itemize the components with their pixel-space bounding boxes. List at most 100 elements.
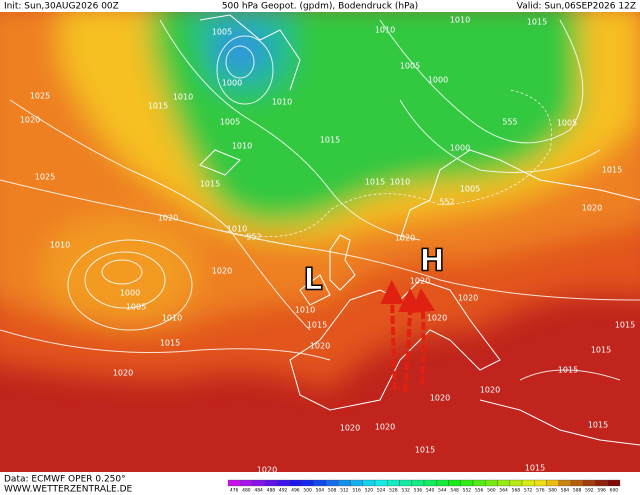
isobar-label: 1025: [35, 173, 55, 182]
colorbar-label: 508: [328, 488, 337, 494]
isobar-label: 1020: [480, 386, 500, 395]
colorbar-swatch: [521, 479, 535, 487]
colorbar-swatch: [583, 479, 596, 487]
isobar-label: 552: [439, 198, 454, 207]
colorbar-label: 516: [352, 488, 361, 494]
colorbar-label: 476: [230, 488, 239, 494]
colorbar-label: 544: [438, 488, 447, 494]
isobar-label: 1020: [113, 369, 133, 378]
isobar-label: 1015: [200, 180, 220, 189]
isobar-label: 1015: [588, 421, 608, 430]
isobar-label: 1005: [460, 185, 480, 194]
pressure-center: L: [303, 263, 322, 298]
isobar-label: 1020: [375, 423, 395, 432]
colorbar-swatch: [509, 479, 523, 487]
colorbar-swatch: [546, 479, 559, 487]
colorbar-label: 584: [561, 488, 570, 494]
isobar-label: 1010: [390, 178, 410, 187]
colorbar-label: 568: [512, 488, 521, 494]
colorbar-swatch: [607, 479, 621, 487]
isobar-label: 1020: [430, 394, 450, 403]
isobar-label: 1010: [450, 16, 470, 25]
colorbar-label: 560: [487, 488, 496, 494]
valid-text: Valid: Sun,06SEP2026 12Z: [517, 2, 636, 12]
isobar-label: 1020: [410, 277, 430, 286]
colorbar-label: 532: [401, 488, 410, 494]
isobar-label: 1005: [126, 303, 146, 312]
data-source: Data: ECMWF OPER 0.250°: [4, 475, 126, 485]
isobar-label: 1020: [340, 424, 360, 433]
isobar-label: 1015: [415, 446, 435, 455]
colorbar-label: 588: [573, 488, 582, 494]
isobar-label: 1010: [375, 26, 395, 35]
site-url: WWW.WETTERZENTRALE.DE: [4, 485, 133, 495]
colorbar-label: 520: [365, 488, 374, 494]
colorbar-label: 536: [414, 488, 423, 494]
isobar-label: 1010: [162, 314, 182, 323]
colorbar-swatch: [240, 479, 253, 487]
colorbar-label: 480: [242, 488, 251, 494]
colorbar-label: 600: [610, 488, 619, 494]
isobar-label: 1005: [400, 62, 420, 71]
colorbar-label: 556: [475, 488, 484, 494]
isobar-label: 1010: [173, 93, 193, 102]
pressure-center: H: [419, 244, 444, 279]
colorbar-swatch: [423, 479, 437, 487]
isobar-label: 1020: [310, 342, 330, 351]
colorbar-swatch: [436, 479, 449, 487]
isobar-label: 1020: [395, 234, 415, 243]
isobar-label: 1015: [602, 166, 622, 175]
colorbar: 476 480 484 488 492 496 500 504 508 512 516 520 524 5…: [227, 479, 621, 494]
isobar-label: 1010: [232, 142, 252, 151]
isobar-label: 1000: [222, 79, 242, 88]
isobar-label: 1015: [558, 366, 578, 375]
colorbar-label: 484: [254, 488, 263, 494]
colorbar-label: 540: [426, 488, 435, 494]
colorbar-swatch: [387, 479, 400, 487]
isobar-label: 1025: [30, 92, 50, 101]
isobar-label: 1020: [458, 294, 478, 303]
colorbar-swatch: [472, 479, 486, 487]
colorbar-swatch: [374, 479, 388, 487]
colorbar-swatch: [558, 479, 572, 487]
colorbar-swatch: [448, 479, 461, 487]
colorbar-swatch: [350, 479, 363, 487]
colorbar-label: 592: [585, 488, 594, 494]
isobar-label: 1005: [220, 118, 240, 127]
coastlines: [199, 14, 640, 446]
colorbar-swatch: [276, 479, 290, 487]
isobar-label: 1015: [365, 178, 385, 187]
isobar-label: 1015: [148, 102, 168, 111]
isobar-label: 1020: [582, 204, 602, 213]
isobar-label: 1020: [427, 314, 447, 323]
isobar-label: 1020: [20, 116, 40, 125]
isobar-label: 1015: [527, 18, 547, 27]
isobar-label: 1000: [120, 289, 140, 298]
isobar-label: 1015: [160, 339, 180, 348]
isobar-label: 1005: [212, 28, 232, 37]
colorbar-label: 580: [548, 488, 557, 494]
isobar-label: 1020: [158, 214, 178, 223]
colorbar-label: 504: [316, 488, 325, 494]
colorbar-label: 496: [291, 488, 300, 494]
isobar-label: 1010: [50, 241, 70, 250]
colorbar-swatch: [497, 479, 510, 487]
isobar-label: 1000: [428, 76, 448, 85]
isobar-label: 555: [502, 118, 517, 127]
colorbar-swatch: [362, 479, 376, 487]
colorbar-swatch: [252, 479, 265, 487]
isobar-label: 1015: [307, 321, 327, 330]
colorbar-swatch: [534, 479, 547, 487]
colorbar-label: 576: [536, 488, 545, 494]
colorbar-label: 572: [524, 488, 533, 494]
colorbar-swatch: [313, 479, 327, 487]
isobar-label: 1015: [320, 136, 340, 145]
isobar-label: 1015: [525, 464, 545, 473]
colorbar-swatch: [325, 479, 339, 487]
isobar-label: 1015: [615, 321, 635, 330]
colorbar-swatch: [301, 479, 314, 487]
colorbar-label: 552: [463, 488, 472, 494]
colorbar-label: 512: [340, 488, 349, 494]
colorbar-label: 488: [267, 488, 276, 494]
colorbar-swatch: [595, 479, 608, 487]
